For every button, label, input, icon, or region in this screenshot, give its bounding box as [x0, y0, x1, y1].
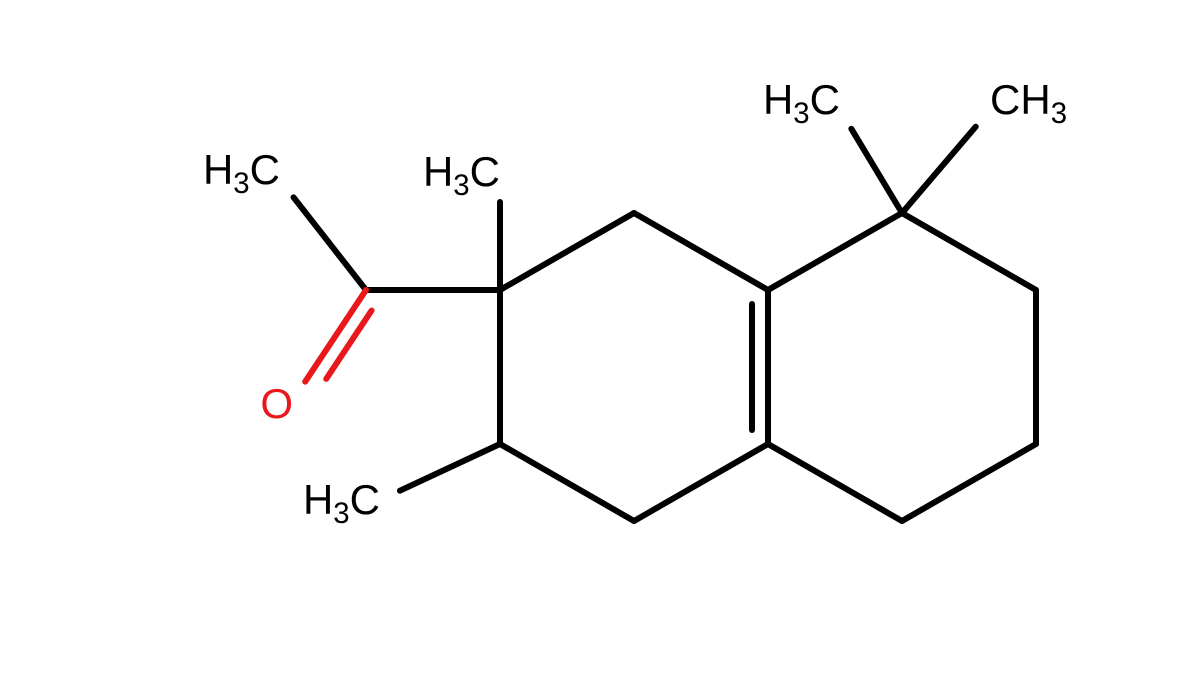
atom-label: H3C [763, 76, 840, 130]
bond [634, 213, 768, 290]
chemical-structure: H3C H3C H3C CH3 H3C O [0, 0, 1200, 675]
bond [768, 444, 902, 521]
bond [634, 444, 768, 521]
bond [500, 213, 634, 290]
bond [768, 213, 902, 290]
atom-label: H3C [203, 146, 280, 200]
atom-label: H3C [303, 476, 380, 530]
bond [902, 127, 976, 213]
bond [400, 444, 500, 491]
bond [294, 197, 366, 290]
bond [500, 444, 634, 521]
bond [851, 129, 902, 213]
atom-label: CH3 [990, 76, 1067, 130]
bond [902, 213, 1036, 290]
atom-label: O [260, 380, 293, 427]
atom-label: H3C [423, 148, 500, 202]
bond [902, 444, 1036, 521]
